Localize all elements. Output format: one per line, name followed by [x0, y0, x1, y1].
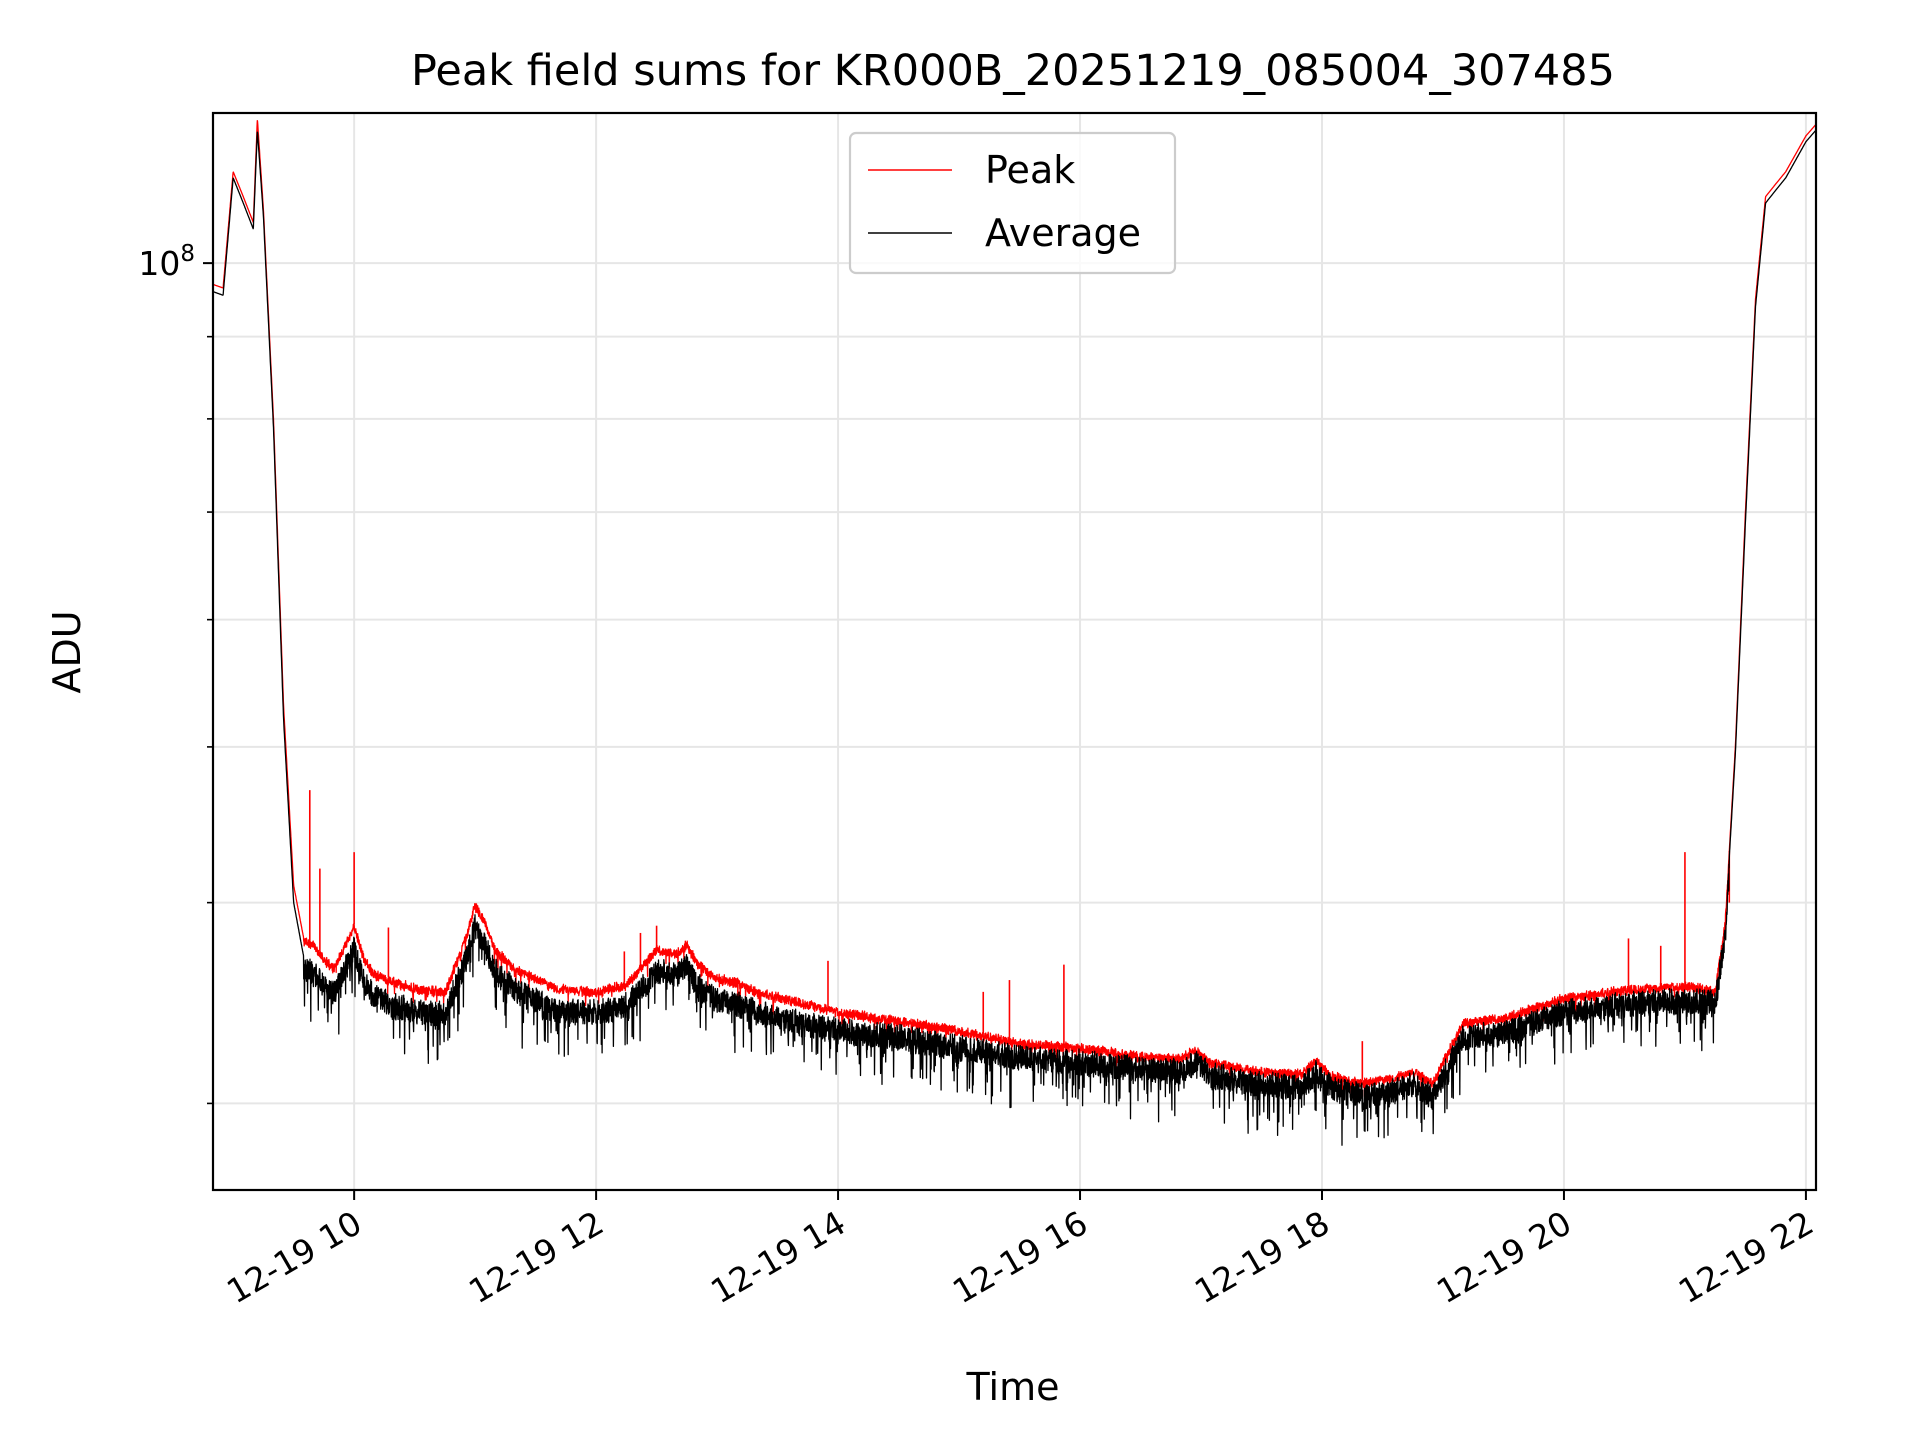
y-axis: 108 — [138, 241, 213, 1105]
series-layer — [213, 120, 1816, 1146]
chart-title: Peak field sums for KR000B_20251219_0850… — [411, 46, 1615, 96]
plot-frame — [211, 111, 1818, 1192]
legend-average-label: Average — [985, 211, 1141, 255]
y-axis-label: ADU — [45, 610, 89, 693]
x-axis-label: Time — [966, 1365, 1060, 1409]
series-line-peak — [213, 120, 1816, 1098]
y-tick-label: 108 — [138, 241, 195, 283]
legend-box — [848, 131, 1177, 275]
legend-peak-label: Peak — [985, 148, 1075, 192]
legend: Peak Average — [848, 131, 1177, 275]
series-line-average — [213, 129, 1816, 1146]
